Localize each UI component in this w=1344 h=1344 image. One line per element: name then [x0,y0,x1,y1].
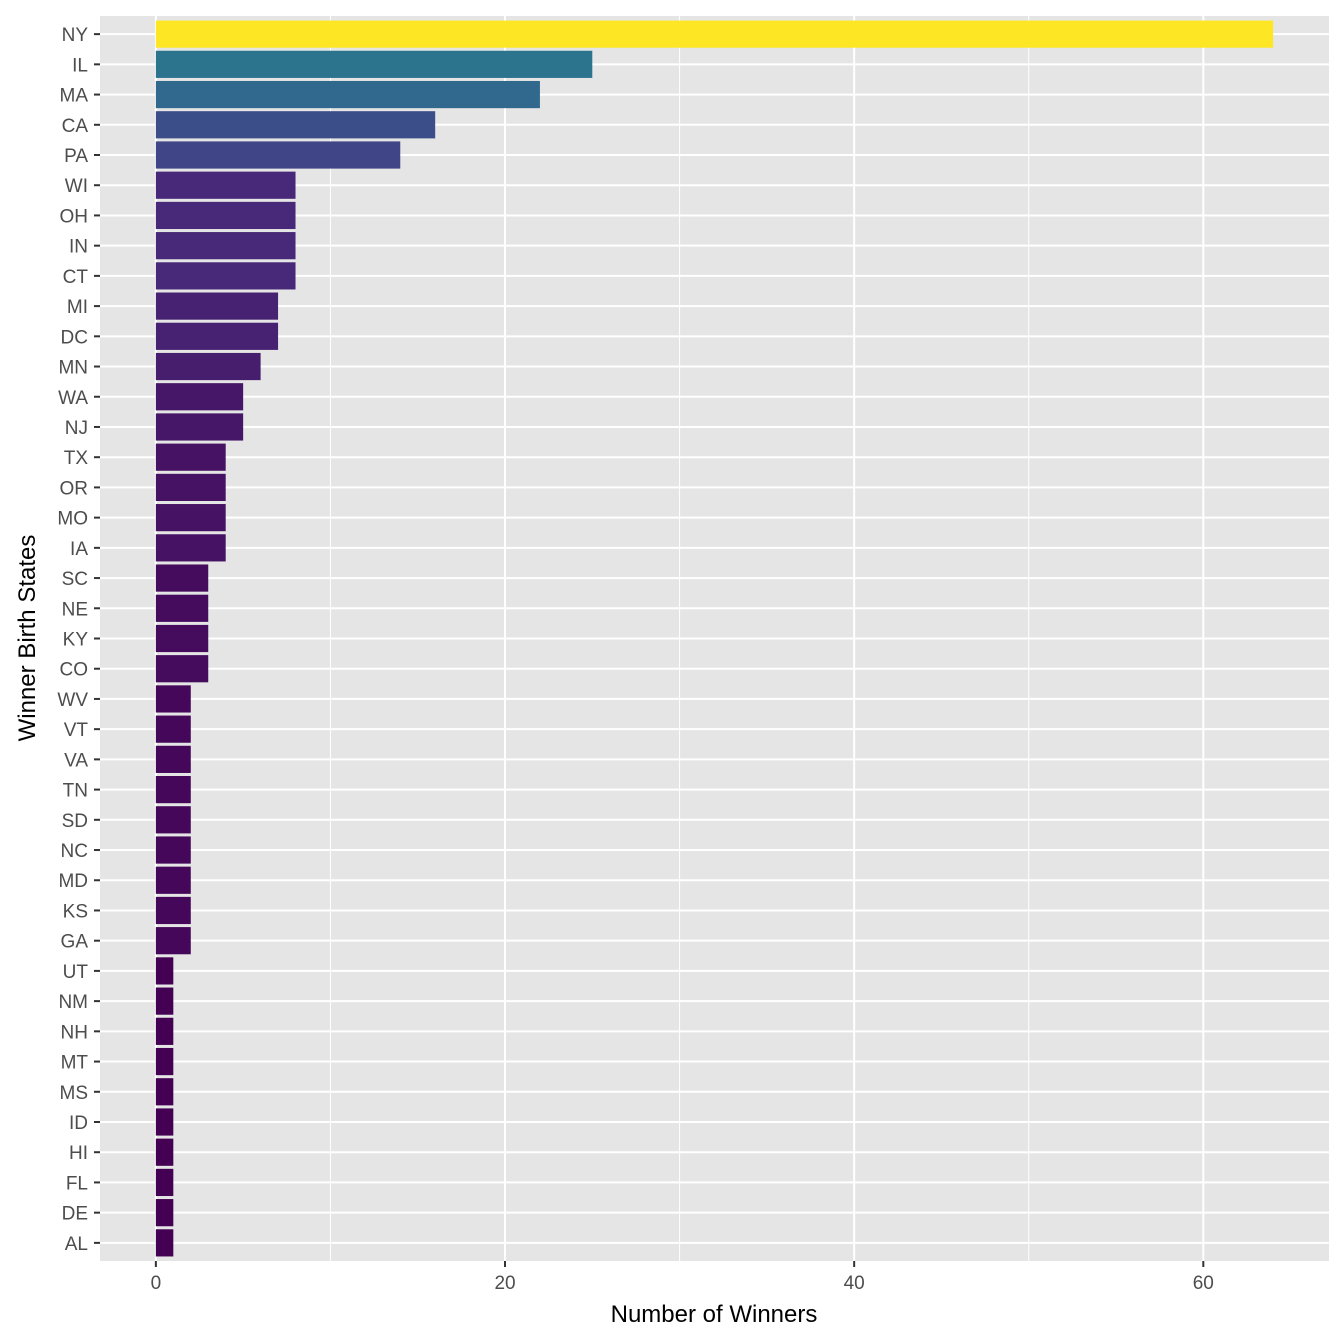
x-tick-label: 60 [1193,1273,1214,1294]
y-tick-label: CT [63,267,89,288]
y-tick-label: SD [62,811,88,832]
x-tick-label: 40 [844,1273,865,1294]
bar-MT [155,1047,174,1076]
y-tick-label: VT [64,720,89,741]
y-tick-label: AL [65,1234,88,1255]
bar-NE [155,594,209,622]
bar-KY [155,624,209,653]
y-tick-label: VA [64,750,88,771]
bar-GA [155,927,191,955]
y-tick-label: FL [66,1173,88,1194]
bar-VA [155,745,191,773]
x-axis-title: Number of Winners [611,1301,818,1328]
bar-NH [155,1017,174,1045]
bar-OH [155,201,296,230]
y-tick-label: CO [60,660,89,681]
y-tick-label: IL [72,55,88,76]
bar-DE [155,1199,174,1227]
x-tick-label: 20 [494,1273,515,1294]
y-tick-label: IN [69,237,88,258]
bar-HI [155,1138,174,1166]
y-tick-label: GA [61,932,89,953]
y-tick-label: NY [62,25,89,46]
bar-MO [155,504,226,532]
bar-FL [155,1168,174,1197]
bar-MN [155,352,261,381]
bar-VT [155,715,191,743]
bar-NM [155,987,174,1015]
bar-CO [155,655,209,683]
y-tick-label: MO [57,509,88,530]
y-axis-title: Winner Birth States [14,535,41,742]
y-tick-label: ID [69,1113,88,1134]
y-tick-label: UT [63,962,89,983]
bar-CT [155,262,296,290]
bar-AL [155,1229,174,1257]
bar-NJ [155,413,244,441]
y-tick-label: MT [61,1053,89,1074]
y-tick-label: OR [60,478,89,499]
y-tick-label: WI [65,176,88,197]
bar-UT [155,957,174,985]
bar-NC [155,836,191,864]
y-tick-label: PA [64,146,88,167]
y-tick-label: WV [57,690,88,711]
bar-IL [155,50,593,78]
y-tick-label: KY [63,630,89,651]
y-tick-label: MA [60,86,89,107]
bar-MS [155,1078,174,1106]
y-tick-label: MS [60,1083,89,1104]
y-tick-label: DE [62,1204,88,1225]
bar-WV [155,685,191,713]
bar-CA [155,111,436,139]
y-tick-label: TN [63,781,88,802]
bar-MD [155,866,191,894]
bar-WA [155,383,244,411]
y-tick-label: NH [61,1022,88,1043]
bar-IA [155,534,226,562]
bar-TX [155,443,226,471]
y-tick-label: WA [58,388,88,409]
bar-TN [155,775,191,804]
bar-IN [155,232,296,260]
bar-ID [155,1108,174,1136]
y-tick-label: NJ [65,418,88,439]
x-tick-label: 0 [151,1273,162,1294]
y-tick-label: OH [60,206,89,227]
y-tick-label: NM [58,992,88,1013]
bar-NY [155,20,1274,48]
bar-MI [155,292,279,320]
bar-KS [155,896,191,925]
bar-DC [155,322,279,350]
bar-OR [155,473,226,502]
y-tick-label: NE [62,599,88,620]
y-tick-label: MD [58,871,88,892]
y-tick-label: TX [64,448,89,469]
y-tick-label: CA [62,116,89,137]
y-tick-label: HI [69,1143,88,1164]
bar-MA [155,80,540,109]
y-tick-label: MI [67,297,88,318]
bar-SC [155,564,209,592]
bar-WI [155,171,296,199]
y-tick-label: NC [61,841,88,862]
bar-PA [155,141,401,169]
y-tick-label: MN [58,358,88,379]
bar-SD [155,806,191,834]
y-tick-label: KS [63,901,88,922]
y-tick-label: DC [61,327,88,348]
y-tick-label: SC [62,569,88,590]
y-tick-label: IA [70,539,88,560]
